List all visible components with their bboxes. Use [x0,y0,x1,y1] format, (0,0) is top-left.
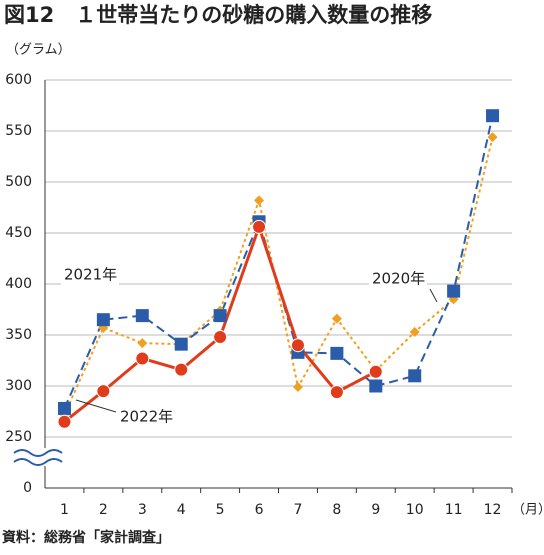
series-label: 2022年 [120,408,173,426]
y-tick-label: 350 [5,327,32,343]
x-tick-label: 2 [99,502,108,518]
x-tick-label: 4 [177,502,186,518]
y-axis-label: （グラム） [6,43,71,58]
series-line [63,115,494,409]
label-bg [61,265,119,285]
series-label: 2020年 [372,270,425,288]
marker [174,362,189,377]
marker [408,369,422,383]
label-bg [369,269,427,289]
y-tick-label: 400 [5,276,32,292]
y-tick-label: 250 [5,429,32,445]
x-axis-label: （月） [512,503,544,518]
marker [368,364,383,379]
marker [57,401,71,415]
x-tick-label: 12 [484,502,502,518]
marker [331,313,342,324]
series-line [63,222,377,423]
y-tick-label: 0 [23,480,32,496]
x-tick-label: 7 [293,502,302,518]
x-tick-label: 11 [445,502,463,518]
marker [254,195,265,206]
leader-line [75,399,117,413]
marker [137,338,148,349]
x-tick-label: 9 [371,502,380,518]
x-tick-label: 6 [255,502,264,518]
x-tick-label: 5 [216,502,225,518]
marker [409,326,420,337]
marker [96,313,110,327]
series-label: 2021年 [64,266,117,284]
marker [96,384,111,399]
axis-break [13,449,63,457]
series-line [63,136,494,415]
marker [57,414,72,429]
marker [486,109,500,123]
marker [447,284,461,298]
y-tick-label: 300 [5,378,32,394]
marker [329,385,344,400]
marker [135,351,150,366]
marker [330,346,344,360]
y-tick-label: 550 [5,123,32,139]
x-tick-label: 10 [406,502,424,518]
x-tick-label: 1 [60,502,69,518]
leader-line [429,288,438,303]
marker [292,382,303,393]
marker [252,219,267,234]
axis-break [13,458,63,466]
source-note: 資料：総務省「家計調査」 [2,529,170,546]
marker [487,132,498,143]
marker [213,330,228,345]
axis-break-gap [15,448,49,466]
marker [213,309,227,323]
marker [135,309,149,323]
marker [174,337,188,351]
label-bg [117,407,175,427]
x-tick-label: 8 [332,502,341,518]
chart-title: 図12 １世帯当たりの砂糖の購入数量の推移 [4,3,432,27]
marker [369,379,383,393]
marker [290,338,305,353]
y-tick-label: 450 [5,225,32,241]
y-tick-label: 600 [5,72,32,88]
y-tick-label: 500 [5,174,32,190]
x-tick-label: 3 [138,502,147,518]
